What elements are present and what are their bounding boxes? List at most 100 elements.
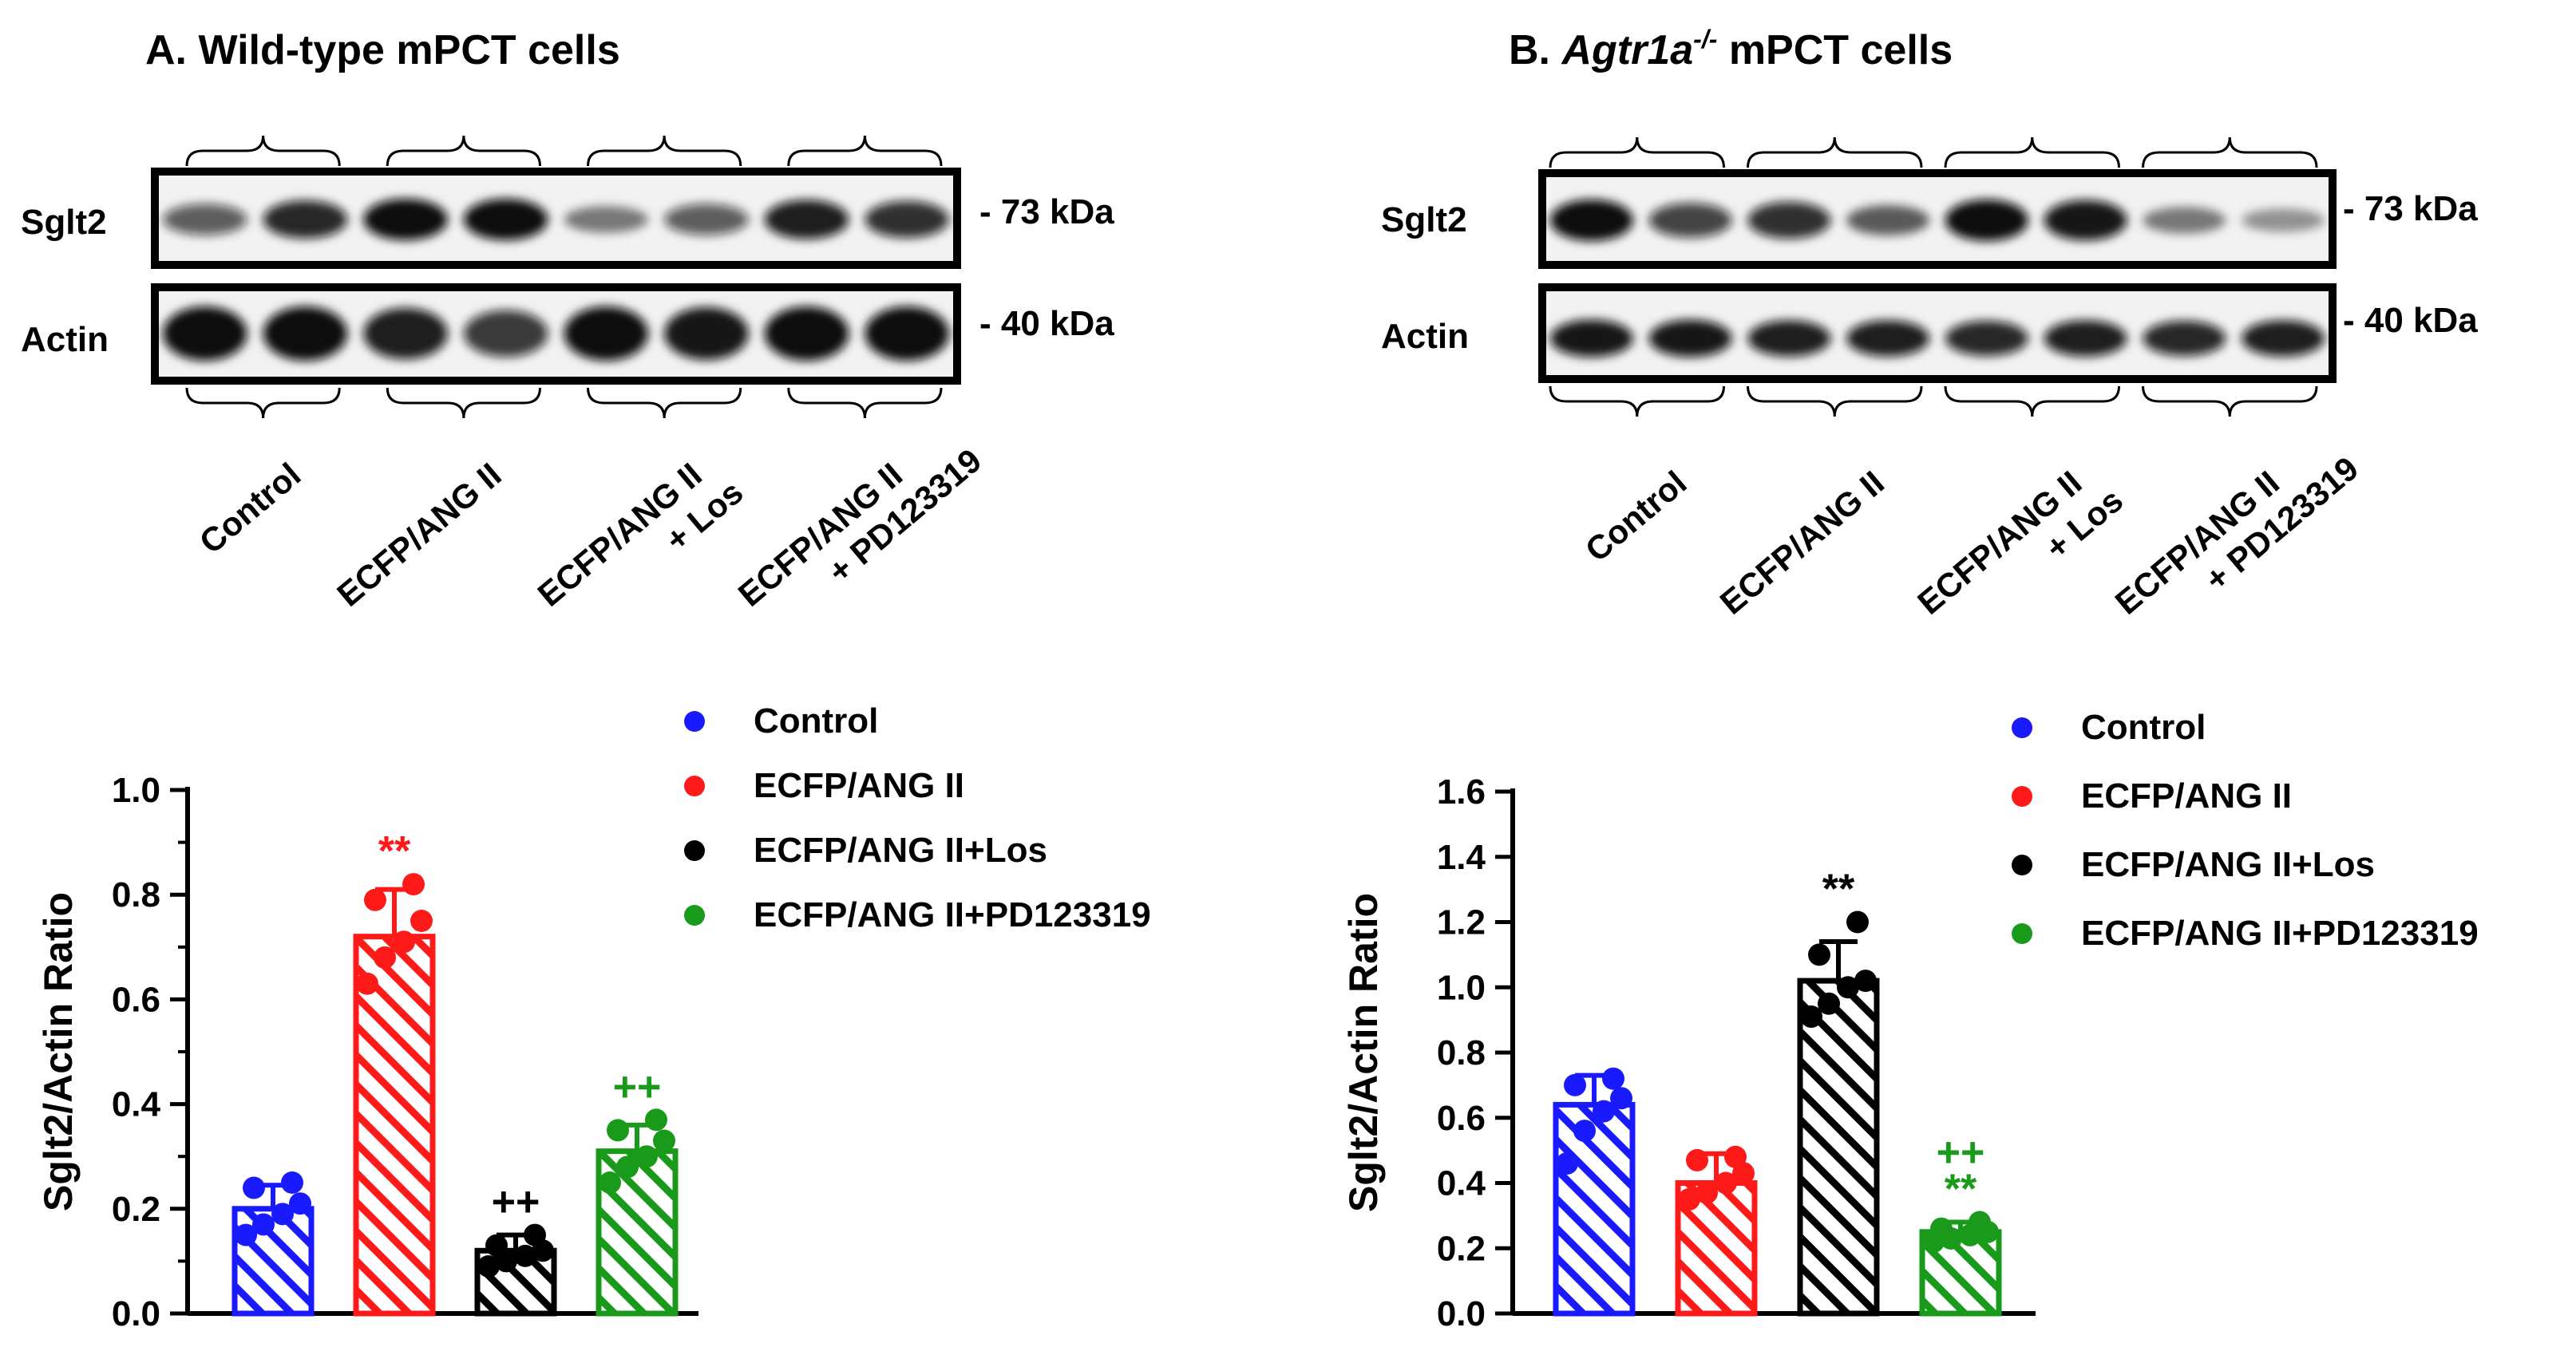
panel-a-western-blot: Sglt2 Actin - 73 kDa - 40 kDa Control ECF… (21, 135, 1114, 645)
chart-b-ytick-label-0: 0.0 (1437, 1294, 1486, 1333)
panel-b-top-brace-4 (2142, 136, 2318, 168)
chart-b-point-2-6 (1724, 1145, 1747, 1168)
panel-b-top-braces (1549, 136, 2318, 168)
panel-a-sglt2-band-lane-5 (564, 206, 649, 233)
panel-a-top-braces (185, 135, 943, 167)
panel-b-lane-label-1: Control (1578, 464, 1694, 569)
chart-b-y-axis-title: Sglt2/Actin Ratio (1341, 893, 1386, 1212)
chart-a-point-3-1 (477, 1254, 500, 1278)
chart-a-legend-marker-2 (684, 776, 705, 796)
panel-a-sglt2-band-lane-7 (764, 199, 849, 239)
panel-b-actin-bands (1549, 319, 2325, 357)
panel-a-actin-band-lane-1 (163, 306, 247, 361)
chart-b-ytick-label-1: 0.2 (1437, 1229, 1486, 1268)
chart-b-legend-marker-3 (2012, 855, 2032, 875)
chart-a-point-2-2 (374, 946, 396, 969)
chart-a-ytick-label-3: 0.6 (112, 980, 160, 1019)
chart-b-point-1-4 (1610, 1087, 1632, 1110)
chart-b-legend-label-3: ECFP/ANG II+Los (2081, 845, 2375, 884)
panel-b-bar-chart: 0.0 0.2 0.4 0.6 0.8 1.0 1.2 1.4 1.6 Sglt2/Actin R… (1341, 708, 2479, 1333)
chart-a-point-3-3 (514, 1244, 536, 1267)
chart-b-point-3-1 (1800, 1005, 1822, 1029)
panel-b-sglt2-band-lane-1 (1549, 199, 1633, 241)
panel-a-top-brace-1 (185, 135, 341, 167)
panel-a-sglt2-bands (163, 199, 949, 240)
panel-b-lane-label-3: ECFP/ANG II+ Los (1910, 451, 2130, 653)
chart-a-point-1-6 (281, 1171, 303, 1194)
chart-a-point-1-1 (235, 1223, 257, 1246)
panel-b-row-label-sglt2: Sglt2 (1381, 200, 1467, 239)
chart-a-point-1-5 (243, 1176, 265, 1199)
panel-a: A. Wild-type mPCT cells Sglt2 Actin - 73… (21, 27, 1151, 1333)
panel-a-actin-band-lane-7 (764, 306, 849, 361)
chart-b-point-1-1 (1556, 1151, 1578, 1175)
panel-b: B. Agtr1a-/- mPCT cells Sglt2 Actin - 73… (1341, 25, 2479, 1333)
chart-b-legend-label-1: Control (2081, 708, 2206, 747)
chart-a-y-axis-title: Sglt2/Actin Ratio (36, 892, 81, 1211)
chart-b-point-1-5 (1564, 1073, 1586, 1096)
panel-a-bottom-braces (185, 387, 943, 419)
panel-a-lane-label-4: ECFP/ANG II+ PD123319 (731, 411, 988, 644)
chart-b-point-3-6 (1846, 911, 1869, 934)
chart-a-ytick-label-1: 0.2 (112, 1190, 160, 1229)
chart-a-legend-label-1: Control (754, 701, 878, 741)
chart-b-significance-3: ** (1822, 867, 1855, 913)
chart-b-legend-marker-2 (2012, 786, 2032, 807)
panel-a-bottom-brace-2 (386, 387, 541, 419)
panel-b-marker-40kda: - 40 kDa (2343, 301, 2478, 340)
chart-a-ytick-label-5: 1.0 (112, 771, 160, 810)
chart-b-point-2-3 (1715, 1171, 1737, 1195)
chart-b-legend-marker-4 (2012, 923, 2032, 944)
chart-b-significance-4-1: ++ (1937, 1130, 1985, 1176)
panel-a-lane-label-3: ECFP/ANG II+ Los (531, 443, 750, 645)
chart-a-ytick-label-0: 0.0 (112, 1294, 160, 1333)
chart-b-point-1-2 (1573, 1120, 1596, 1143)
chart-b-point-2-5 (1686, 1148, 1708, 1171)
chart-a-legend-marker-3 (684, 840, 705, 861)
panel-b-western-blot: Sglt2 Actin - 73 kDa - 40 kDa Control ECF… (1381, 136, 2478, 653)
chart-b-ytick-label-3: 0.6 (1437, 1099, 1486, 1138)
panel-b-actin-band-lane-4 (1846, 320, 1930, 357)
panel-a-sglt2-band-lane-8 (865, 200, 949, 239)
panel-a-sglt2-band-lane-6 (664, 203, 749, 235)
chart-b-legend-marker-1 (2012, 717, 2032, 738)
chart-b-point-2-2 (1696, 1181, 1718, 1204)
chart-a-point-4-5 (607, 1119, 629, 1142)
panel-a-lane-label-1: Control (192, 456, 308, 561)
chart-a-significance-3: ++ (492, 1179, 540, 1226)
panel-a-top-brace-4 (787, 135, 943, 167)
panel-a-bottom-brace-3 (587, 387, 742, 419)
panel-a-actin-band-lane-5 (564, 306, 649, 361)
chart-a-bar-2 (353, 934, 436, 1317)
chart-a-significance-4: ++ (613, 1064, 662, 1110)
chart-b-ytick-label-4: 0.8 (1437, 1033, 1486, 1072)
panel-a-actin-band-lane-4 (463, 310, 548, 357)
panel-a-marker-73kda: - 73 kDa (979, 192, 1114, 231)
panel-b-bottom-braces (1549, 385, 2318, 417)
panel-b-actin-band-lane-6 (2044, 320, 2127, 357)
chart-a-significance-2: ** (378, 828, 411, 875)
panel-b-marker-73kda: - 73 kDa (2343, 189, 2478, 228)
panel-b-bottom-brace-2 (1747, 385, 1923, 417)
panel-b-top-brace-1 (1549, 136, 1725, 168)
panel-a-actin-band-lane-2 (263, 306, 348, 361)
chart-a-legend-marker-1 (684, 711, 705, 732)
chart-a-ytick-label-4: 0.8 (112, 875, 160, 914)
panel-b-row-label-actin: Actin (1381, 317, 1469, 356)
chart-b-point-3-4 (1854, 970, 1877, 993)
panel-b-actin-band-lane-7 (2143, 320, 2226, 357)
chart-a-legend-marker-4 (684, 905, 705, 926)
chart-b-point-1-3 (1593, 1100, 1615, 1123)
chart-b-point-4-5 (1930, 1217, 1953, 1240)
panel-b-lane-label-4: ECFP/ANG II+ PD123319 (2108, 419, 2365, 652)
panel-b-sglt2-band-lane-4 (1846, 205, 1930, 235)
chart-a-point-1-2 (252, 1213, 275, 1236)
panel-a-marker-40kda: - 40 kDa (979, 304, 1114, 343)
chart-a-ytick-label-2: 0.4 (112, 1085, 161, 1124)
chart-a-point-2-5 (364, 888, 386, 911)
panel-b-bottom-brace-3 (1944, 385, 2120, 417)
panel-b-title: B. Agtr1a-/- mPCT cells (1509, 25, 1953, 73)
chart-b-point-3-2 (1818, 992, 1840, 1015)
panel-a-top-brace-2 (386, 135, 541, 167)
chart-a-point-4-2 (616, 1155, 639, 1179)
